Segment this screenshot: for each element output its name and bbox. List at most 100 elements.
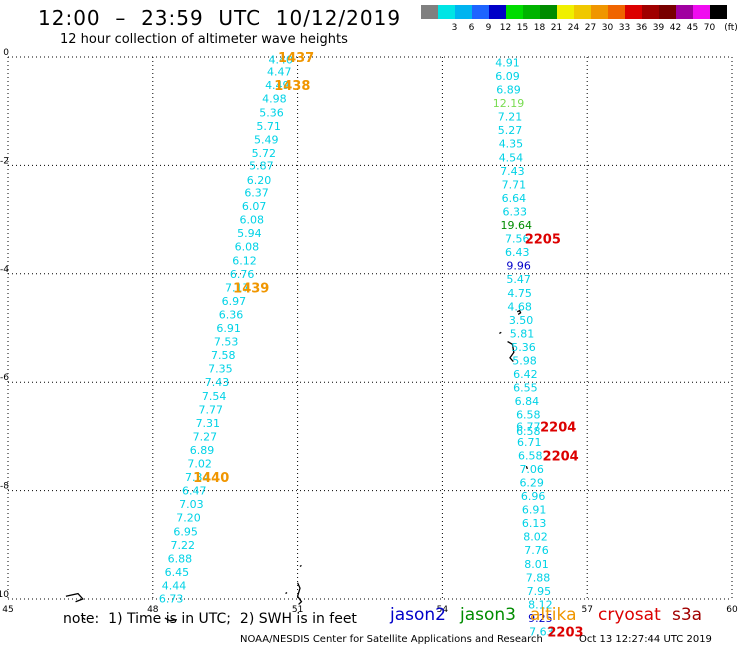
scale-label: 45 xyxy=(686,23,699,33)
scale-swatch xyxy=(489,5,506,19)
scale-swatch xyxy=(625,5,642,19)
scale-swatch xyxy=(676,5,693,19)
scale-label: 21 xyxy=(550,23,563,33)
wave-height-value: 6.89 xyxy=(496,84,521,97)
wave-height-value: 6.36 xyxy=(219,308,244,321)
wave-height-value: 7.53 xyxy=(214,336,239,349)
scale-swatch xyxy=(557,5,574,19)
wave-height-value: 5.49 xyxy=(254,133,279,146)
wave-height-value: 6.08 xyxy=(239,214,264,227)
wave-height-value: 6.33 xyxy=(503,205,528,218)
wave-height-value: 7.17 xyxy=(225,281,250,294)
wave-height-value: 6.55 xyxy=(513,382,538,395)
pass-time-label: 2204 xyxy=(543,449,579,464)
wave-height-value: 6.91 xyxy=(216,322,241,335)
wave-height-value: 5.36 xyxy=(259,106,284,119)
scale-label: 39 xyxy=(652,23,665,33)
scale-label: 3 xyxy=(451,23,458,33)
wave-height-value: 7.88 xyxy=(526,571,551,584)
wave-height-value: 4.68 xyxy=(507,300,532,313)
island-outline xyxy=(507,340,515,363)
wave-height-value: 6.64 xyxy=(502,192,527,205)
island-outline xyxy=(525,465,528,470)
wave-height-value: 4.44 xyxy=(162,579,187,592)
scale-swatch xyxy=(608,5,625,19)
wave-height-value: 5.81 xyxy=(510,327,535,340)
wave-height-value: 6.08 xyxy=(235,241,260,254)
wave-height-value: 7.71 xyxy=(502,178,527,191)
wave-height-value: 8.01 xyxy=(524,558,549,571)
wave-height-value: 7.06 xyxy=(519,463,544,476)
wave-height-value: 6.89 xyxy=(190,444,215,457)
y-tick-label: -10 xyxy=(0,590,9,600)
x-tick-label: 54 xyxy=(437,605,449,615)
y-tick-label: -4 xyxy=(0,265,9,275)
wave-height-value: 6.88 xyxy=(168,552,193,565)
scale-swatch xyxy=(506,5,523,19)
y-tick-label: -6 xyxy=(0,373,9,383)
scale-label: 24 xyxy=(567,23,580,33)
legend-item-altika: altika xyxy=(530,605,577,625)
wave-height-value: 6.20 xyxy=(247,174,272,187)
wave-height-value: 5.87 xyxy=(249,159,274,172)
pass-time-label: 1438 xyxy=(274,79,310,94)
chart-title: 12:00 – 23:59 UTC 10/12/2019 xyxy=(38,6,402,30)
island-outline xyxy=(65,592,84,603)
scale-label: 15 xyxy=(516,23,529,33)
scale-swatch xyxy=(438,5,455,19)
island-outline xyxy=(499,331,502,334)
pass-time-label: 1437 xyxy=(278,51,314,66)
scale-label: 27 xyxy=(584,23,597,33)
wave-height-value: 6.58 xyxy=(516,409,541,422)
scale-swatch xyxy=(659,5,676,19)
scale-label: 33 xyxy=(618,23,631,33)
wave-height-value: 6.09 xyxy=(495,70,520,83)
land-outlines xyxy=(65,309,528,622)
wave-height-value: 7.02 xyxy=(187,458,212,471)
wave-height-value: 4.47 xyxy=(267,66,292,79)
y-tick-label: -2 xyxy=(0,156,9,166)
wave-height-value: 6.37 xyxy=(244,187,269,200)
track-altika: 4.404.474.494.985.365.715.495.725.87 6.20… xyxy=(159,51,314,605)
scale-swatch xyxy=(693,5,710,19)
wave-height-value: 7.43 xyxy=(500,165,525,178)
wave-height-value: 5.27 xyxy=(498,124,523,137)
scale-label: 70 xyxy=(703,23,716,33)
wave-height-value: 6.73 xyxy=(159,592,184,605)
wave-height-value: 4.54 xyxy=(499,151,524,164)
wave-height-value: 4.91 xyxy=(495,56,520,69)
wave-height-value: 7.34 xyxy=(185,471,210,484)
wave-height-value: 12.19 xyxy=(493,97,525,110)
wave-height-value: 6.45 xyxy=(165,566,190,579)
wave-height-value: 6.47 xyxy=(182,485,207,498)
wave-height-value: 6.13 xyxy=(522,517,547,530)
island-outline xyxy=(296,582,303,605)
pass-time-label: 2204 xyxy=(540,421,576,436)
island-outline xyxy=(299,564,302,568)
x-tick-label: 48 xyxy=(147,605,159,615)
pass-time-label: 1440 xyxy=(193,471,229,486)
scale-swatch xyxy=(523,5,540,19)
island-outline xyxy=(285,591,288,595)
wave-height-value: 6.95 xyxy=(173,525,198,538)
scale-swatch xyxy=(472,5,489,19)
scale-label: 12 xyxy=(499,23,512,33)
wave-height-value: 4.49 xyxy=(265,79,290,92)
wave-height-value: 3.50 xyxy=(509,314,534,327)
wave-height-value: 7.21 xyxy=(498,111,523,124)
wave-height-value: 5.71 xyxy=(256,120,281,133)
wave-height-value: 7.43 xyxy=(205,376,230,389)
plot-grid xyxy=(7,56,733,600)
scale-label: 36 xyxy=(635,23,648,33)
scale-label: 30 xyxy=(601,23,614,33)
y-tick-label: -8 xyxy=(0,482,9,492)
scale-swatch xyxy=(455,5,472,19)
scale-swatch xyxy=(591,5,608,19)
wave-height-value: 4.98 xyxy=(262,93,287,106)
scale-swatch xyxy=(574,5,591,19)
wave-height-value: 7.31 xyxy=(196,417,221,430)
wave-height-value: 5.94 xyxy=(237,227,262,240)
wave-height-value: 6.07 xyxy=(242,200,267,213)
x-tick-label: 51 xyxy=(292,605,303,615)
